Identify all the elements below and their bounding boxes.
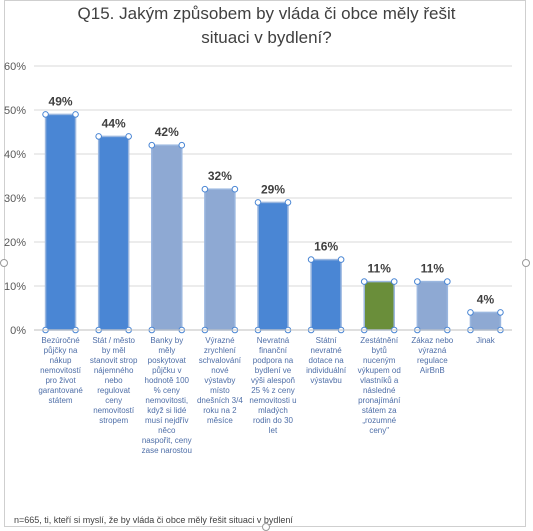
bar-handle — [72, 111, 79, 118]
resize-handle-bottom[interactable] — [262, 523, 270, 531]
bar-handle — [178, 141, 186, 149]
bar-handle — [360, 278, 368, 285]
bar-handle — [148, 141, 156, 149]
bar — [416, 280, 449, 331]
bar-handle — [42, 111, 49, 118]
bar — [44, 113, 77, 331]
bar-handle — [95, 133, 102, 140]
category-label: Nevratná finanční podpora na bydlení ve … — [249, 336, 297, 435]
category-label: Státní nevratné dotace na individuální v… — [306, 336, 347, 385]
category-label: Jinak — [476, 336, 495, 345]
category-label: Výrazné zrychlení schvalování nové výsta… — [196, 336, 243, 425]
data-label: 49% — [49, 94, 73, 108]
bar-handle — [497, 309, 504, 316]
category-label: Stát / město by měl stanovit strop nájem… — [89, 336, 138, 425]
data-label: 44% — [102, 116, 126, 130]
data-label: 11% — [421, 262, 445, 276]
bar-handle — [125, 133, 132, 140]
chart-title-line-2: situaci v bydlení? — [201, 28, 332, 47]
data-label: 11% — [368, 262, 392, 276]
category-label: Bezúročné půjčky na nákup nemovitostí pr… — [38, 336, 83, 405]
bar — [151, 144, 183, 331]
data-label: 42% — [155, 125, 179, 139]
resize-handle-right[interactable] — [522, 259, 530, 267]
bar — [204, 188, 236, 331]
bar-handle — [284, 199, 292, 206]
data-label: 29% — [261, 182, 285, 196]
bar — [97, 135, 130, 331]
y-tick-label: 0% — [10, 325, 26, 337]
data-label: 16% — [314, 240, 338, 254]
footnote: n=665, ti, kteří si myslí, že by vláda č… — [14, 515, 293, 525]
bar-handle — [201, 185, 209, 193]
data-label: 4% — [477, 292, 495, 306]
bar-handle — [390, 278, 398, 285]
y-tick-label: 40% — [4, 149, 26, 161]
bar-handle — [254, 199, 262, 206]
resize-handle-left[interactable] — [0, 259, 8, 267]
category-label: Banky by měly poskytovat půjčku v hodnot… — [141, 336, 192, 455]
bar-handle — [414, 278, 421, 285]
bar — [469, 311, 502, 331]
bar — [310, 258, 342, 331]
chart-title-line-1: Q15. Jakým způsobem by vláda či obce měl… — [77, 4, 456, 23]
y-tick-label: 10% — [4, 281, 26, 293]
y-tick-label: 20% — [4, 237, 26, 249]
bar-handle — [467, 309, 474, 316]
y-tick-label: 30% — [4, 193, 26, 205]
y-tick-label: 60% — [4, 61, 26, 73]
bar-handle — [307, 256, 315, 263]
bar-handle — [231, 185, 239, 193]
y-tick-label: 50% — [4, 105, 26, 117]
bar — [363, 280, 395, 331]
chart-title: Q15. Jakým způsobem by vláda či obce měl… — [0, 2, 533, 50]
bar — [257, 201, 289, 331]
category-label: Zákaz nebo výrazná regulace AirBnB — [411, 336, 454, 375]
bar-handle — [444, 278, 451, 285]
data-label: 32% — [208, 169, 232, 183]
bar-handle — [337, 256, 345, 263]
category-label: Zestátnění bytů nuceným výkupem od vlast… — [357, 336, 401, 435]
